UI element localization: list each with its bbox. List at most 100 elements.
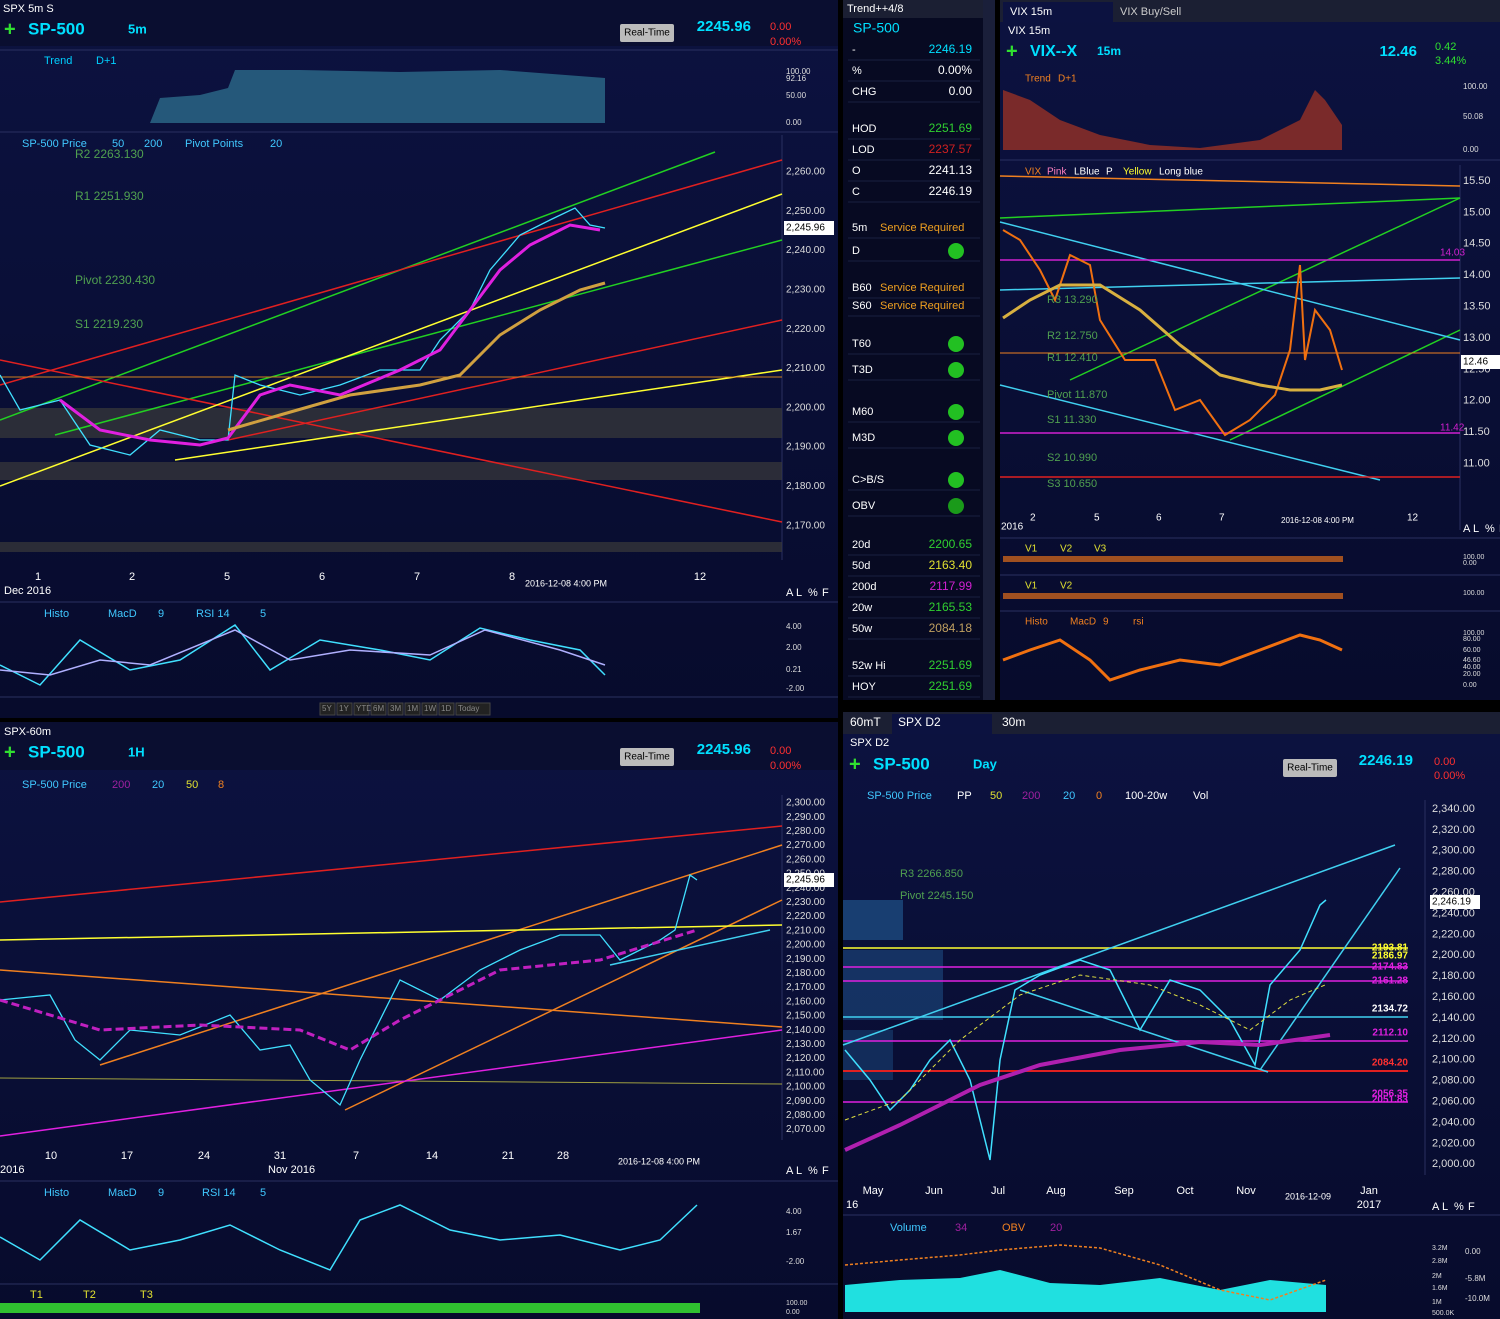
scrollbar [983, 0, 995, 700]
axis-label: 2,100.00 [786, 1082, 825, 1093]
tab-title: SPX-60m [4, 726, 51, 738]
scale-button[interactable]: F [822, 587, 829, 599]
scale-button[interactable]: A [1463, 523, 1471, 535]
change: 0.00 [770, 745, 791, 757]
symbol: SP-500 [853, 20, 900, 36]
axis-label: 50.08 [1463, 112, 1484, 121]
add-icon: + [4, 18, 16, 40]
axis-label: 2,280.00 [1432, 866, 1475, 878]
axis-label: 2,240.00 [1432, 907, 1475, 919]
scale-button[interactable]: A [786, 1165, 794, 1177]
range-button[interactable] [370, 702, 387, 716]
tab-title: SPX 5m S [3, 3, 54, 15]
spxd2-drawing [842, 844, 1408, 1312]
status-dot [948, 498, 964, 514]
status-dot [948, 472, 964, 488]
scale-button[interactable]: % [1454, 1201, 1464, 1213]
tab[interactable]: VIX 15m [1010, 6, 1052, 18]
realtime-button[interactable] [620, 24, 674, 42]
x-label: 12 [1407, 513, 1419, 524]
row-label: M60 [852, 406, 873, 418]
legend: PP [957, 790, 972, 802]
tab[interactable]: SPX D2 [898, 715, 941, 729]
axis-label: 3.2M [1432, 1245, 1448, 1252]
range-label[interactable]: 1D [441, 704, 451, 713]
legend: SP-500 Price [867, 790, 932, 802]
separators [0, 49, 1500, 1285]
axis-label: 2,240.00 [786, 883, 825, 894]
range-button[interactable] [455, 702, 491, 716]
legend: Histo [44, 1187, 69, 1199]
axis-label: 0.00 [786, 1309, 800, 1316]
axis-label: 2,150.00 [786, 1011, 825, 1022]
legend: 20 [1050, 1222, 1062, 1234]
range-button[interactable] [336, 702, 353, 716]
range-label[interactable]: 1W [424, 704, 436, 713]
timestamp: 2016-12-08 4:00 PM [1281, 516, 1354, 525]
legend: 50 [990, 790, 1002, 802]
scale-button[interactable]: L [1442, 1201, 1448, 1213]
axis-label: 100.00 [1463, 82, 1488, 91]
tab[interactable]: VIX Buy/Sell [1120, 6, 1181, 18]
scale-button[interactable]: % [808, 587, 818, 599]
scale-button[interactable]: L [1473, 523, 1479, 535]
legend: 20 [270, 138, 282, 150]
legend: 20 [1063, 790, 1075, 802]
tab[interactable]: 30m [1002, 715, 1025, 729]
x-label: 7 [353, 1150, 359, 1162]
row-label: 50w [852, 623, 872, 635]
legend: MacD [1070, 617, 1096, 628]
axis-label: 2,040.00 [1432, 1116, 1475, 1128]
range-button[interactable] [438, 702, 455, 716]
row-value: 2084.18 [929, 621, 973, 635]
axis-label: -2.00 [786, 1257, 805, 1266]
range-label[interactable]: YTD [356, 704, 372, 713]
range-label[interactable]: 3M [390, 704, 401, 713]
scale-button[interactable]: L [796, 587, 802, 599]
legend: 20 [152, 779, 164, 791]
add-icon: + [4, 741, 16, 763]
realtime-button[interactable] [620, 748, 674, 766]
range-button[interactable] [387, 702, 404, 716]
axis-label: 2,190.00 [786, 954, 825, 965]
range-label[interactable]: 5Y [322, 704, 332, 713]
legend: P [1106, 167, 1113, 178]
row-value: 2251.69 [929, 658, 973, 672]
range-button[interactable] [421, 702, 438, 716]
scale-button[interactable]: F [822, 1165, 829, 1177]
tab[interactable]: 60mT [850, 715, 881, 729]
range-label[interactable]: 6M [373, 704, 384, 713]
legend: 100-20w [1125, 790, 1167, 802]
scale-button[interactable]: L [796, 1165, 802, 1177]
axis-label: 0.21 [786, 665, 802, 674]
range-label[interactable]: 1Y [339, 704, 349, 713]
pivot-label: Pivot 11.870 [1047, 389, 1107, 401]
axis-label: 0.00 [1465, 1247, 1481, 1256]
range-label[interactable]: 1M [407, 704, 418, 713]
status-dot [948, 404, 964, 420]
tab[interactable] [1003, 2, 1113, 22]
x-label: 28 [557, 1150, 569, 1162]
range-button[interactable] [353, 702, 370, 716]
tab[interactable] [892, 714, 992, 734]
range-button[interactable] [319, 702, 336, 716]
scale-button[interactable]: % [1485, 523, 1495, 535]
axis-label: 1.6M [1432, 1285, 1448, 1292]
legend: Vol [1193, 790, 1208, 802]
x-label: Dec 2016 [4, 585, 51, 597]
realtime-button[interactable] [1283, 759, 1337, 777]
scale-button[interactable]: A [1432, 1201, 1440, 1213]
scale-button[interactable]: F [1468, 1201, 1475, 1213]
row-value: Service Required [880, 222, 964, 234]
axis-label: 2,130.00 [786, 1039, 825, 1050]
row-value: 2163.40 [929, 558, 973, 572]
range-button[interactable] [404, 702, 421, 716]
axis-label: 2,160.00 [1432, 991, 1475, 1003]
axis-label: 15.00 [1463, 206, 1491, 218]
axis-label: 100.00 [786, 1300, 808, 1307]
range-label[interactable]: Today [458, 704, 479, 713]
scale-button[interactable]: % [808, 1165, 818, 1177]
row-value: 2241.13 [929, 163, 973, 177]
scale-button[interactable]: A [786, 587, 794, 599]
